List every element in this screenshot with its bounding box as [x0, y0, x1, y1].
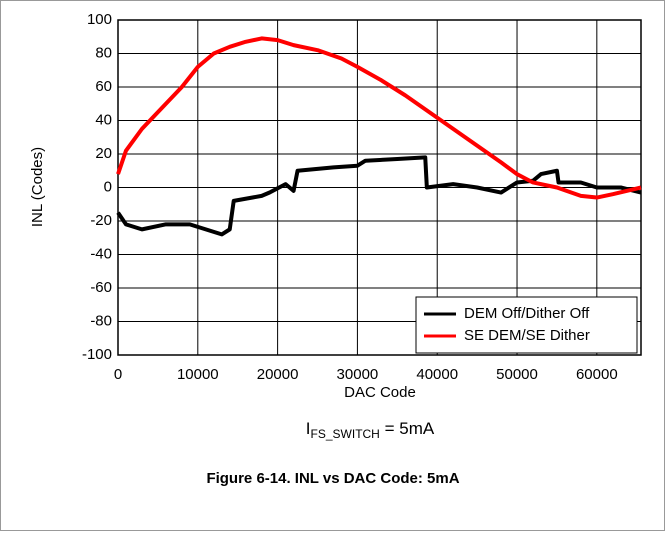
y-tick-label: -60	[90, 279, 112, 296]
y-tick-label: -80	[90, 312, 112, 329]
x-tick-label: 0	[114, 366, 122, 383]
line-series	[116, 155, 642, 237]
y-tick-label: -100	[82, 346, 112, 363]
x-tick-label: 40000	[416, 366, 458, 383]
y-tick-label: -40	[90, 245, 112, 262]
y-tick-label: 20	[95, 145, 112, 162]
x-axis-label: DAC Code	[344, 384, 416, 401]
x-tick-label: 10000	[177, 366, 219, 383]
condition-base: I	[306, 419, 311, 438]
caption: Figure 6-14. INL vs DAC Code: 5mA	[206, 470, 459, 487]
x-tick-label: 60000	[576, 366, 618, 383]
y-tick-label: 80	[95, 44, 112, 61]
legend-label: SE DEM/SE Dither	[464, 327, 590, 344]
y-tick-label: 60	[95, 78, 112, 95]
condition-sub: FS_SWITCH	[311, 427, 380, 441]
y-tick-label: 100	[87, 11, 112, 28]
x-tick-label: 30000	[337, 366, 379, 383]
condition-rest: = 5mA	[380, 419, 435, 438]
legend-label: DEM Off/Dither Off	[464, 305, 590, 322]
y-tick-label: 0	[104, 178, 112, 195]
y-tick-label: 40	[95, 111, 112, 128]
y-tick-label: -20	[90, 212, 112, 229]
x-tick-label: 50000	[496, 366, 538, 383]
legend-box	[415, 296, 638, 354]
y-axis-label: INL (Codes)	[29, 147, 46, 227]
condition: IFS_SWITCH = 5mA	[306, 419, 435, 441]
x-tick-label: 20000	[257, 366, 299, 383]
line-series	[116, 36, 642, 200]
